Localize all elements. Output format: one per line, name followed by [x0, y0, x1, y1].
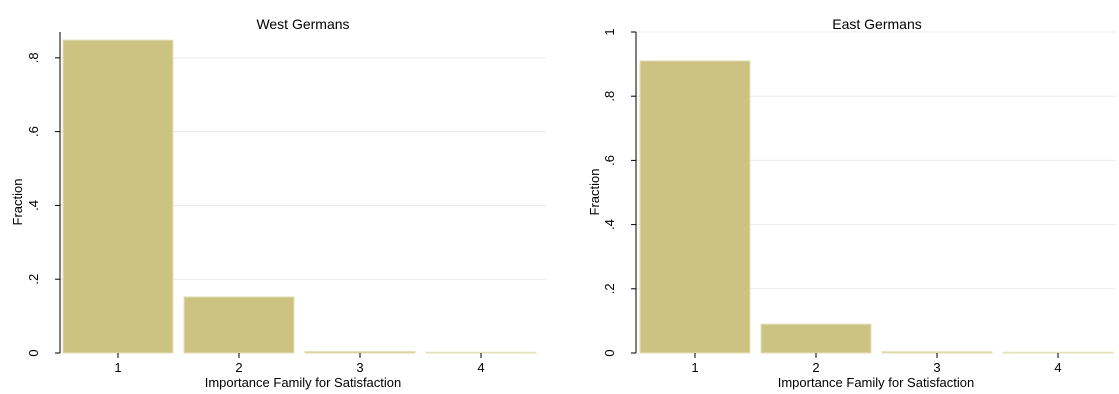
x-tick-label: 1	[114, 360, 121, 375]
x-tick-label: 3	[356, 360, 363, 375]
east-germans-panel: East Germans Fraction Importance Family …	[587, 16, 1116, 390]
bars	[62, 39, 537, 354]
y-tick-label: .8	[602, 91, 617, 102]
x-axis-label: Importance Family for Satisfaction	[205, 375, 402, 390]
y-tick-label: .2	[602, 283, 617, 294]
bar-1	[639, 60, 751, 354]
x-ticks: 1 2 3 4	[691, 353, 1062, 375]
y-ticks: 0 .2 .4 .6 .8 1	[602, 28, 636, 357]
west-germans-panel: West Germans Fraction Importance Family …	[10, 16, 546, 390]
bars	[639, 60, 1114, 354]
bar-3	[881, 351, 993, 354]
y-axis-label: Fraction	[587, 169, 602, 216]
y-tick-label: 0	[26, 349, 41, 356]
y-axis-label: Fraction	[10, 179, 25, 226]
x-tick-label: 2	[235, 360, 242, 375]
y-ticks: 0 .2 .4 .6 .8	[26, 52, 60, 357]
y-tick-label: .4	[602, 219, 617, 230]
x-ticks: 1 2 3 4	[114, 353, 485, 375]
bar-4	[1002, 351, 1114, 354]
chart-title: East Germans	[832, 16, 921, 32]
x-tick-label: 2	[812, 360, 819, 375]
y-tick-label: .2	[26, 274, 41, 285]
bar-4	[425, 351, 537, 354]
y-tick-label: 0	[602, 349, 617, 356]
y-tick-label: .6	[26, 126, 41, 137]
bar-1	[62, 39, 174, 354]
y-tick-label: .4	[26, 200, 41, 211]
bar-2	[760, 323, 872, 354]
y-tick-label: .8	[26, 52, 41, 63]
x-tick-label: 3	[933, 360, 940, 375]
x-tick-label: 1	[691, 360, 698, 375]
bar-3	[304, 351, 416, 354]
y-tick-label: 1	[602, 28, 617, 35]
x-tick-label: 4	[1054, 360, 1061, 375]
bar-2	[183, 296, 295, 354]
x-axis-label: Importance Family for Satisfaction	[778, 375, 975, 390]
chart-title: West Germans	[256, 16, 349, 32]
x-tick-label: 4	[477, 360, 484, 375]
y-tick-label: .6	[602, 155, 617, 166]
